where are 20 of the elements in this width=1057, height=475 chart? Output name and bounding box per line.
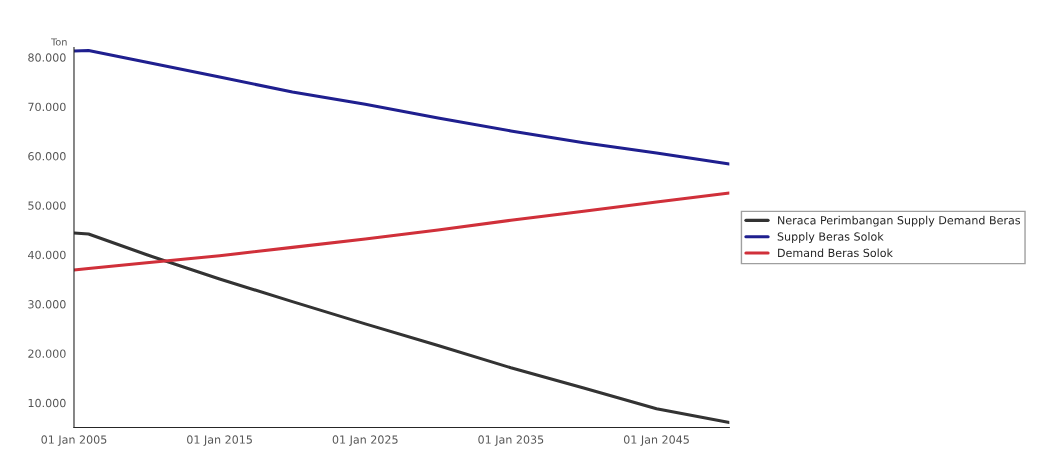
legend-label: Supply Beras Solok bbox=[777, 232, 884, 243]
y-tick-label: 30.000 bbox=[28, 300, 66, 309]
y-tick-label: 40.000 bbox=[28, 250, 66, 260]
y-tick-label: 80.000 bbox=[28, 53, 66, 62]
x-tick-label: 01 Jan 2045 bbox=[623, 435, 689, 446]
legend-label: Demand Beras Solok bbox=[778, 248, 893, 258]
line-series bbox=[73, 231, 730, 425]
y-tick-label: 60.000 bbox=[28, 152, 66, 161]
x-tick-label: 01 Jan 2005 bbox=[41, 435, 107, 446]
y-tick-label: 70.000 bbox=[28, 102, 66, 112]
y-tick-label: 20.000 bbox=[28, 349, 66, 358]
y-tick-label: 10.000 bbox=[28, 398, 66, 408]
line-series bbox=[73, 191, 730, 272]
x-tick-label: 01 Jan 2035 bbox=[478, 435, 544, 446]
y-tick-label: 50.000 bbox=[28, 201, 66, 210]
y-axis-title: Ton bbox=[51, 38, 67, 46]
x-tick-label: 01 Jan 2025 bbox=[332, 435, 398, 446]
x-tick-label: 01 Jan 2015 bbox=[187, 435, 252, 446]
line-series bbox=[73, 48, 730, 166]
legend-label: Neraca Perimbangan Supply Demand Beras bbox=[778, 215, 1021, 227]
